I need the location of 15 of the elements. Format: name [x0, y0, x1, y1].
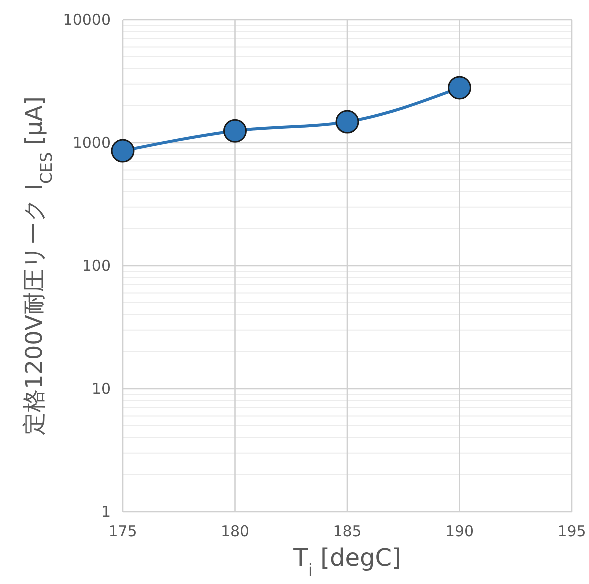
y-tick-label: 10000: [63, 10, 111, 29]
x-tick-label: 185: [333, 522, 362, 541]
y-tick-label: 1000: [72, 134, 111, 152]
x-tick-label: 175: [108, 522, 138, 541]
point: [336, 110, 360, 134]
x-tick-label: 190: [445, 522, 474, 541]
y-tick-label: 10: [92, 380, 111, 398]
point: [224, 119, 247, 143]
y-tick-label: 100: [82, 256, 111, 275]
x-axis-title: T$_{i}$ [degC]: [292, 544, 402, 580]
x-tick-label: 195: [558, 522, 586, 541]
y-tick-label: 1: [101, 502, 111, 521]
x-tick-label: 180: [220, 522, 250, 541]
point: [448, 76, 472, 100]
point: [111, 139, 135, 163]
